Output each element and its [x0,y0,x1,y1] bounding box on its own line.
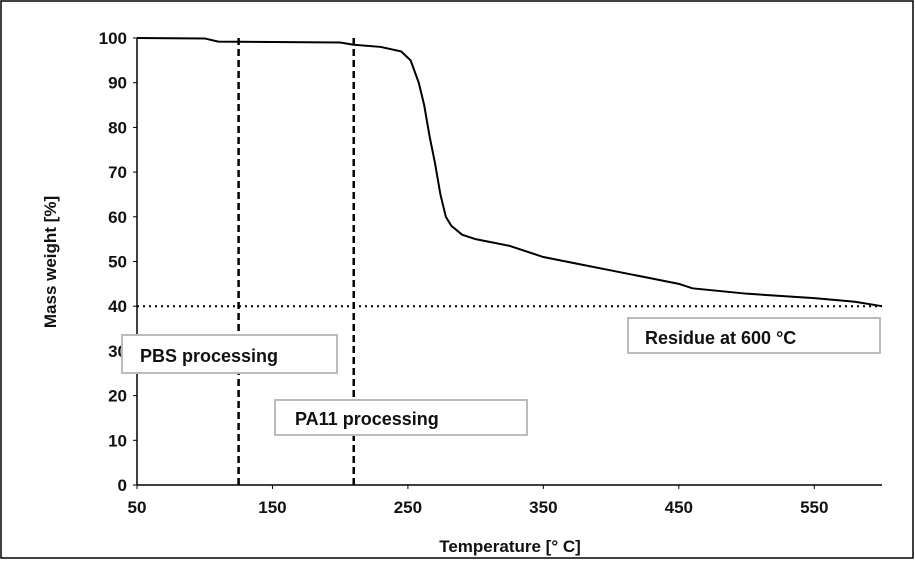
y-tick-label: 50 [108,253,127,272]
x-tick-label: 150 [258,498,286,517]
x-axis-label: Temperature [° C] [439,537,581,556]
y-tick-label: 70 [108,163,127,182]
y-tick-label: 100 [99,29,127,48]
annotation-box [274,399,528,436]
y-tick-label: 10 [108,431,127,450]
x-tick-label: 550 [800,498,828,517]
annotation-box [121,334,338,374]
annotation-text: Residue at 600 °C [645,328,796,348]
x-tick-label: 450 [665,498,693,517]
y-tick-label: 60 [108,208,127,227]
x-tick-label: 350 [529,498,557,517]
y-tick-label: 80 [108,118,127,137]
x-tick-label: 250 [394,498,422,517]
annotation-text: PA11 processing [295,409,439,429]
y-tick-label: 0 [118,476,127,495]
y-tick-label: 90 [108,74,127,93]
y-tick-label: 20 [108,387,127,406]
annotation-text: PBS processing [140,346,278,366]
y-tick-label: 40 [108,297,127,316]
mass-curve [136,37,883,308]
annotation-box [627,317,881,354]
y-axis-label: Mass weight [%] [41,196,60,328]
x-tick-label: 50 [128,498,147,517]
